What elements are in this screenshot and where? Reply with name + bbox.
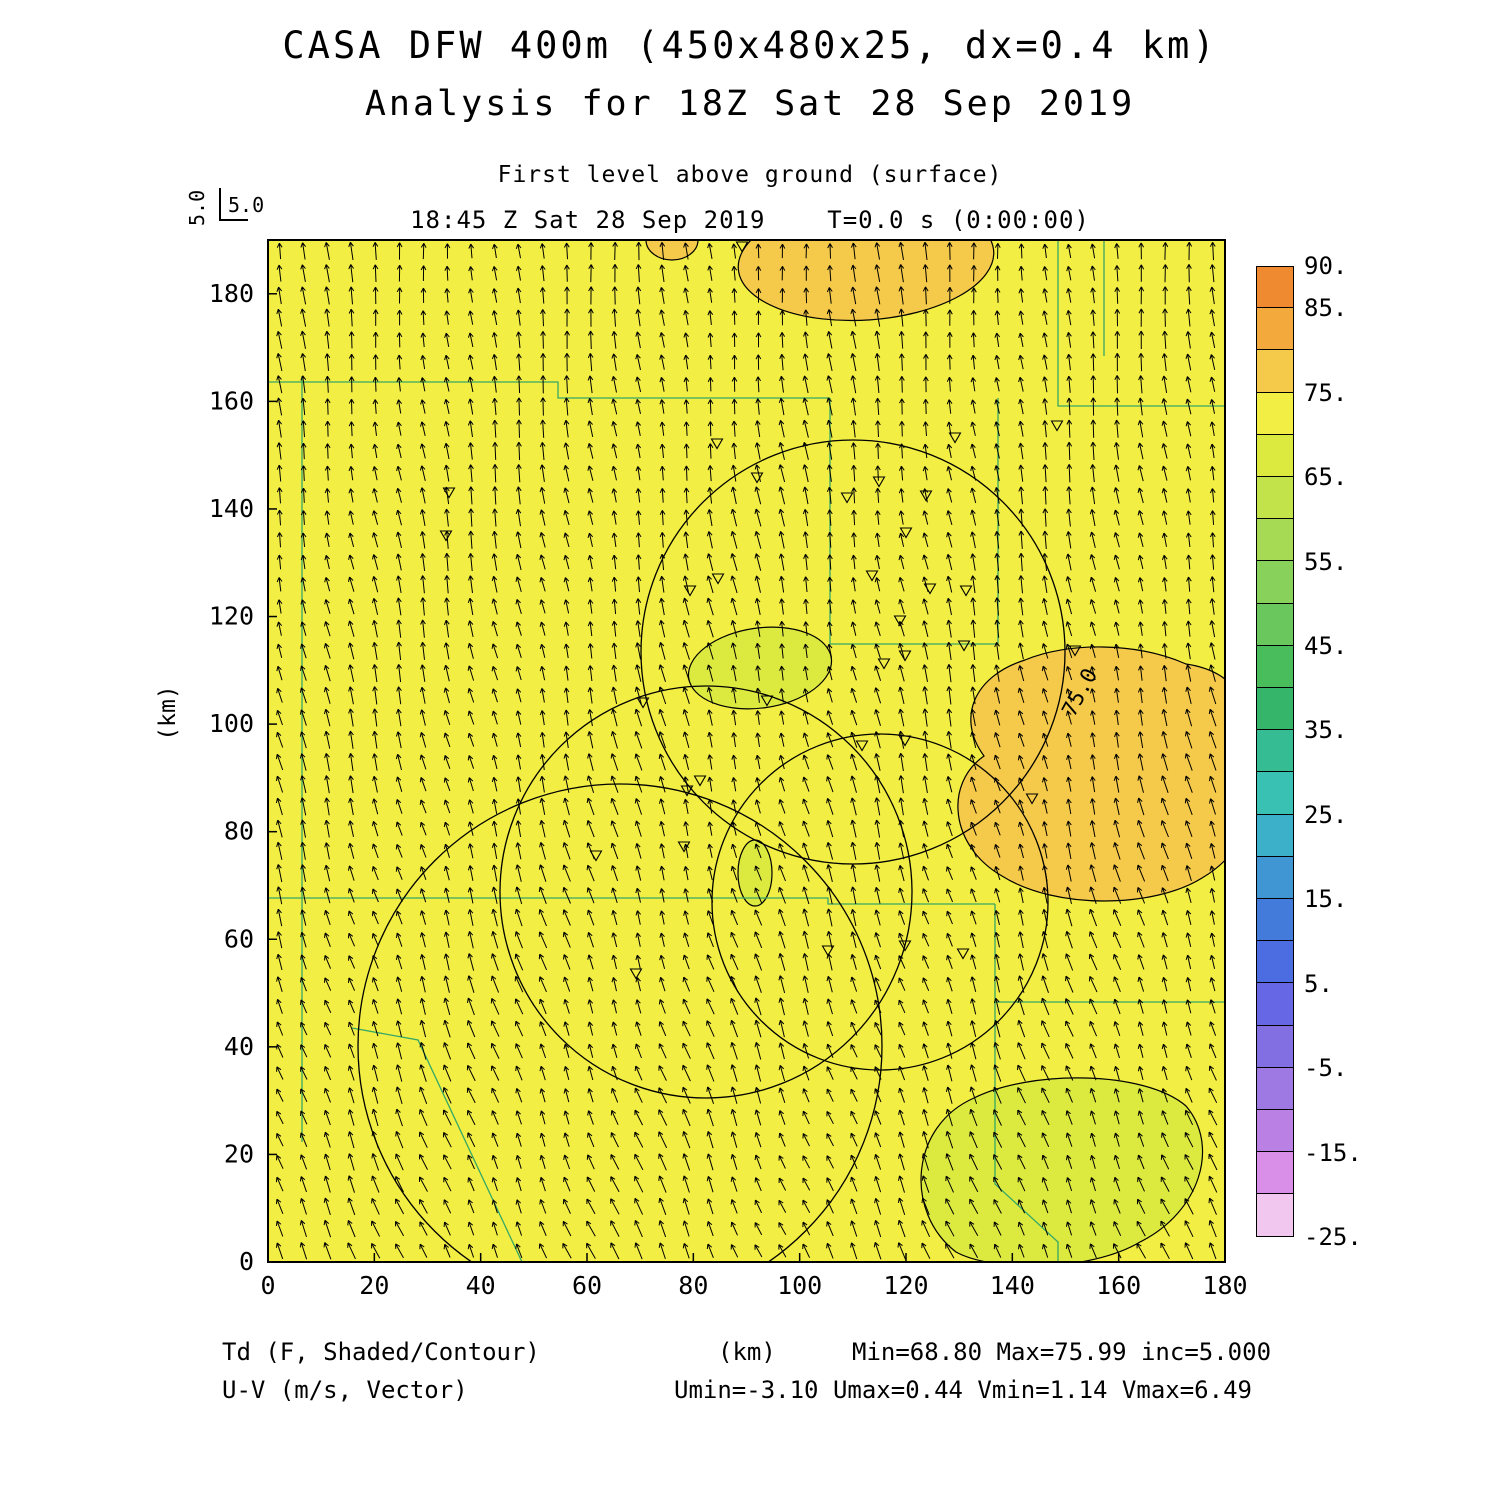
colorbar-segment	[1256, 1194, 1294, 1237]
vector-field-legend: U-V (m/s, Vector)	[222, 1376, 468, 1404]
y-tick-label: 100	[209, 709, 254, 738]
x-axis-units-label: (km)	[718, 1338, 776, 1366]
colorbar-tick-label: 15.	[1304, 885, 1348, 914]
green-small	[737, 839, 773, 907]
x-tick-label: 120	[883, 1271, 928, 1300]
x-tick-label: 40	[466, 1271, 496, 1300]
colorbar-segment	[1256, 561, 1294, 604]
field-stats-line: Min=68.80 Max=75.99 inc=5.000	[852, 1338, 1272, 1366]
colorbar-segment	[1256, 350, 1294, 393]
x-tick-label: 140	[990, 1271, 1035, 1300]
colorbar-segment	[1256, 603, 1294, 646]
analysis-plot: 75.00 20 40 60 80 100 120 140 160 180020406080100…	[209, 239, 1248, 1300]
shaded-field-legend: Td (F, Shaded/Contour)	[222, 1338, 540, 1366]
y-tick-label: 60	[224, 924, 254, 953]
vector-reference-bracket	[219, 188, 248, 221]
x-tick-label: 160	[1096, 1271, 1141, 1300]
colorbar-tick-label: -5.	[1304, 1054, 1348, 1083]
colorbar-segment	[1256, 941, 1294, 984]
y-tick-label: 20	[224, 1139, 254, 1168]
figure-title-line2: Analysis for 18Z Sat 28 Sep 2019	[364, 84, 1136, 124]
level-subtitle: First level above ground (surface)	[497, 162, 1003, 188]
x-tick-label: 100	[777, 1271, 822, 1300]
plot-area: 75.00 20 40 60 80 100 120 140 160 180020406080100…	[209, 239, 1248, 1300]
colorbar-tick-label: -15.	[1304, 1138, 1362, 1167]
x-tick-label: 80	[678, 1271, 708, 1300]
x-tick-label: 60	[572, 1271, 602, 1300]
colorbar-tick-label: 35.	[1304, 716, 1348, 745]
colorbar-tick-label: 85.	[1304, 294, 1348, 323]
colorbar-tick-label: -25.	[1304, 1223, 1362, 1251]
colorbar-labels: 90. 85. 75. 65. 55. 45. 35. 25. 15. 5. -5. -15. -25.	[1304, 252, 1394, 1251]
x-tick-label: 20	[359, 1271, 389, 1300]
colorbar-tick-label: 55.	[1304, 547, 1348, 576]
vector-reference-vertical-label: 5.0	[186, 190, 209, 226]
x-tick-label: 0	[260, 1271, 275, 1300]
orange-east	[957, 646, 1225, 902]
colorbar	[1256, 266, 1294, 1237]
vector-reference-key: 5.0 5.0	[186, 188, 264, 226]
green-southeast	[920, 1077, 1204, 1262]
y-tick-label: 40	[224, 1032, 254, 1061]
colorbar-segment	[1256, 434, 1294, 478]
td-contour-regions	[645, 240, 1225, 1262]
y-tick-label: 80	[224, 817, 254, 846]
colorbar-segment	[1256, 1110, 1294, 1153]
colorbar-segment	[1256, 899, 1294, 942]
colorbar-segment	[1256, 983, 1294, 1026]
y-axis-label: (km)	[155, 685, 181, 741]
colorbar-segment	[1256, 856, 1294, 900]
colorbar-segment	[1256, 1152, 1294, 1195]
valid-time-line: 18:45 Z Sat 28 Sep 2019 T=0.0 s (0:00:00…	[410, 206, 1090, 234]
station-markers	[439, 241, 1082, 980]
colorbar-tick-label: 5.	[1304, 969, 1333, 998]
colorbar-segment	[1256, 730, 1294, 773]
y-tick-label: 140	[209, 494, 254, 523]
y-tick-label: 120	[209, 602, 254, 631]
orange-north	[737, 240, 995, 322]
colorbar-segment	[1256, 392, 1294, 435]
colorbar-segment	[1256, 1025, 1294, 1068]
colorbar-segment	[1256, 645, 1294, 689]
colorbar-tick-label: 25.	[1304, 800, 1348, 829]
colorbar-segment	[1256, 519, 1294, 562]
vector-stats-line: Umin=-3.10 Umax=0.44 Vmin=1.14 Vmax=6.49	[674, 1376, 1252, 1404]
colorbar-segment	[1256, 772, 1294, 815]
colorbar-segment	[1256, 308, 1294, 351]
wind-vectors	[275, 241, 1218, 1260]
colorbar-tick-label: 65.	[1304, 463, 1348, 492]
colorbar-segment	[1256, 1067, 1294, 1111]
figure-title-line1: CASA DFW 400m (450x480x25, dx=0.4 km)	[282, 24, 1218, 67]
plot-frame	[267, 239, 1226, 1263]
colorbar-segment	[1256, 477, 1294, 520]
x-tick-label: 180	[1202, 1271, 1247, 1300]
colorbar-segment	[1256, 814, 1294, 857]
y-tick-label: 160	[209, 386, 254, 415]
colorbar-tick-label: 75.	[1304, 378, 1348, 407]
colorbar-tick-label: 45.	[1304, 631, 1348, 660]
y-tick-label: 180	[209, 279, 254, 308]
colorbar-segment	[1256, 688, 1294, 731]
radar-range-circles	[357, 439, 1066, 1262]
colorbar-tick-label: 90.	[1304, 252, 1348, 280]
vector-reference-horizontal-label: 5.0	[228, 193, 264, 217]
y-tick-label: 0	[239, 1247, 254, 1276]
colorbar-segment	[1256, 266, 1294, 309]
